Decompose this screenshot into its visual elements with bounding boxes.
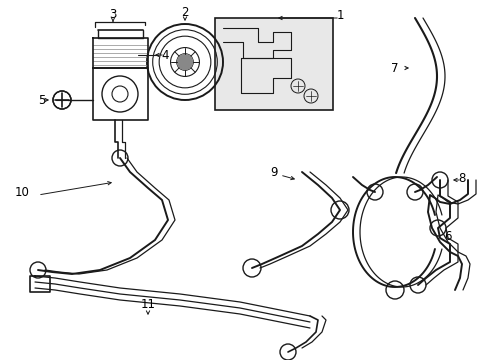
Text: 9: 9 bbox=[270, 166, 277, 179]
Text: 11: 11 bbox=[140, 298, 155, 311]
Text: 10: 10 bbox=[15, 185, 29, 198]
Text: 5: 5 bbox=[38, 94, 45, 107]
Text: 1: 1 bbox=[336, 9, 343, 22]
Text: 3: 3 bbox=[109, 8, 117, 21]
Text: 6: 6 bbox=[443, 230, 451, 243]
Circle shape bbox=[176, 54, 193, 70]
Text: 8: 8 bbox=[457, 171, 465, 185]
Text: 2: 2 bbox=[181, 5, 188, 18]
Text: 4: 4 bbox=[161, 49, 168, 62]
Text: 7: 7 bbox=[390, 62, 398, 75]
Bar bbox=[215, 18, 332, 110]
